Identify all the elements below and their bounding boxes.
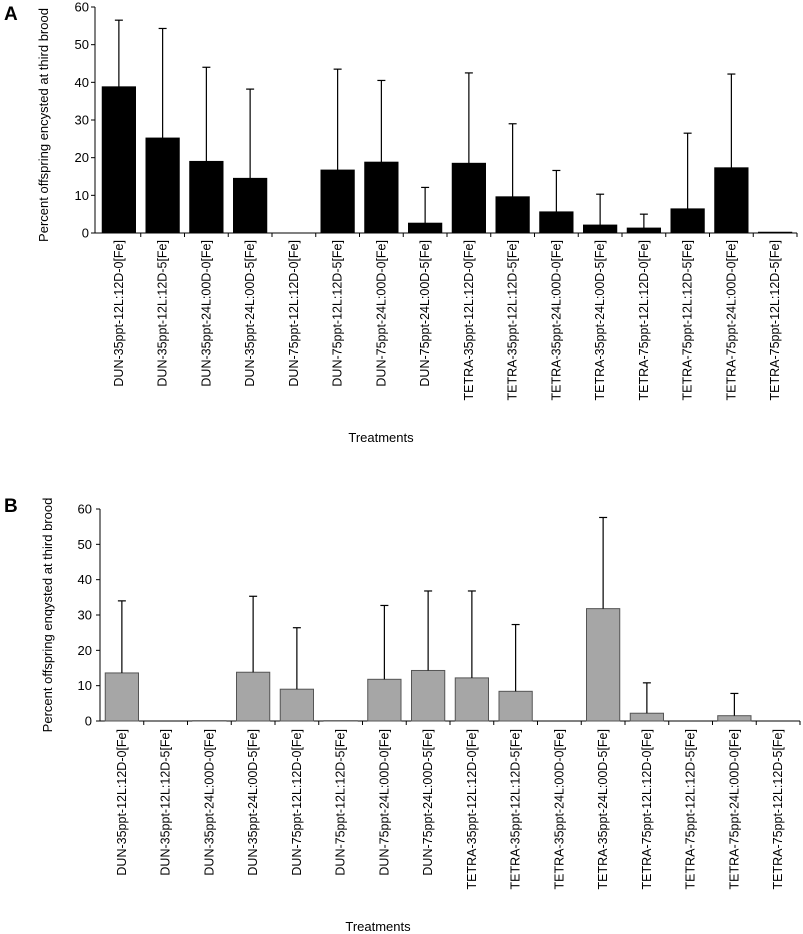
panel-a: A Percent offspring encysted at third br… (4, 0, 798, 445)
bar (320, 169, 355, 234)
bar (629, 712, 664, 722)
category-label: DUN-35ppt-24L:00D-0[Fe] (202, 729, 216, 876)
category-label: TETRA-75ppt-24L:00D-0[Fe] (727, 729, 741, 890)
category-label: TETRA-35ppt-24L:00D-0[Fe] (552, 729, 566, 890)
panel-b-y-axis-title: Percent offspring enqysted at third broo… (40, 498, 55, 733)
bar (539, 211, 574, 234)
panel-b-x-axis-title: Treatments (345, 919, 411, 934)
y-tick-label: 30 (75, 113, 89, 128)
category-label: DUN-75ppt-12L:12D-5[Fe] (331, 240, 345, 387)
bar (451, 162, 486, 234)
bar (145, 137, 180, 234)
bar (236, 671, 271, 722)
y-tick-label: 10 (78, 678, 92, 693)
y-tick-label: 50 (75, 37, 89, 52)
panel-a-label: A (4, 4, 18, 25)
y-tick-label: 40 (75, 75, 89, 90)
category-label: TETRA-75ppt-12L:12D-0[Fe] (640, 729, 654, 890)
bar (233, 177, 268, 234)
category-label: DUN-75ppt-24L:00D-5[Fe] (421, 729, 435, 876)
y-tick-label: 10 (75, 188, 89, 203)
category-label: TETRA-75ppt-12L:12D-0[Fe] (637, 240, 651, 401)
category-label: DUN-75ppt-12L:12D-0[Fe] (290, 729, 304, 876)
y-tick-label: 0 (82, 226, 89, 241)
y-tick-label: 30 (78, 608, 92, 623)
bar (626, 227, 661, 234)
y-tick-label: 40 (78, 572, 92, 587)
bar (189, 160, 224, 234)
panel-b-label: B (4, 496, 18, 517)
category-label: DUN-75ppt-24L:00D-5[Fe] (418, 240, 432, 387)
y-tick-label: 60 (78, 502, 92, 517)
bar (586, 608, 621, 722)
bar (408, 222, 443, 234)
category-label: TETRA-35ppt-24L:00D-0[Fe] (549, 240, 563, 401)
category-label: TETRA-35ppt-24L:00D-5[Fe] (596, 729, 610, 890)
category-label: TETRA-75ppt-12L:12D-5[Fe] (768, 240, 782, 401)
bar (495, 196, 530, 234)
category-label: TETRA-35ppt-24L:00D-5[Fe] (593, 240, 607, 401)
bar (367, 678, 402, 722)
bar (758, 231, 793, 234)
panel-a-y-axis-title: Percent offspring encysted at third broo… (36, 8, 51, 242)
bar (583, 224, 618, 234)
bar (454, 677, 489, 722)
y-tick-label: 20 (78, 643, 92, 658)
category-label: DUN-35ppt-12L:12D-0[Fe] (112, 240, 126, 387)
category-label: TETRA-75ppt-12L:12D-5[Fe] (771, 729, 785, 890)
y-tick-label: 0 (85, 714, 92, 729)
category-label: TETRA-35ppt-12L:12D-0[Fe] (462, 240, 476, 401)
bar (714, 167, 749, 234)
category-label: TETRA-75ppt-12L:12D-5[Fe] (684, 729, 698, 890)
category-label: TETRA-75ppt-24L:00D-0[Fe] (724, 240, 738, 401)
bar (670, 208, 705, 234)
y-tick-label: 50 (78, 537, 92, 552)
category-label: DUN-35ppt-12L:12D-5[Fe] (159, 729, 173, 876)
y-tick-label: 60 (75, 0, 89, 15)
category-label: DUN-35ppt-12L:12D-0[Fe] (115, 729, 129, 876)
bar (498, 690, 533, 722)
panel-a-x-axis-title: Treatments (348, 430, 414, 445)
bar (279, 688, 314, 722)
category-label: TETRA-35ppt-12L:12D-0[Fe] (465, 729, 479, 890)
panel-b: B Percent offspring enqysted at third br… (4, 496, 801, 934)
category-label: DUN-35ppt-24L:00D-0[Fe] (199, 240, 213, 387)
bar (717, 715, 752, 722)
category-label: TETRA-35ppt-12L:12D-5[Fe] (509, 729, 523, 890)
category-label: DUN-35ppt-24L:00D-5[Fe] (243, 240, 257, 387)
bar (364, 161, 399, 234)
category-label: TETRA-35ppt-12L:12D-5[Fe] (506, 240, 520, 401)
bar (104, 672, 139, 722)
category-label: TETRA-75ppt-12L:12D-5[Fe] (681, 240, 695, 401)
category-label: DUN-35ppt-24L:00D-5[Fe] (246, 729, 260, 876)
category-label: DUN-75ppt-24L:00D-0[Fe] (374, 240, 388, 387)
y-tick-label: 20 (75, 150, 89, 165)
bar (101, 86, 136, 234)
category-label: DUN-75ppt-12L:12D-0[Fe] (287, 240, 301, 387)
bar (411, 669, 446, 722)
category-label: DUN-75ppt-24L:00D-0[Fe] (377, 729, 391, 876)
category-label: DUN-75ppt-12L:12D-5[Fe] (334, 729, 348, 876)
category-label: DUN-35ppt-12L:12D-5[Fe] (156, 240, 170, 387)
